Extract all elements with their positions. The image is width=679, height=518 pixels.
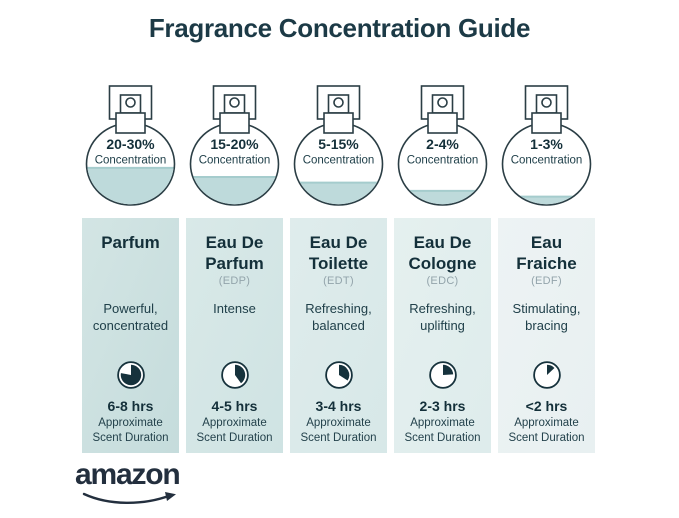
svg-text:2-4%: 2-4% xyxy=(426,136,459,152)
duration-clock-icon xyxy=(82,359,179,391)
duration-value: 3-4 hrs xyxy=(315,398,362,414)
duration-value: 4-5 hrs xyxy=(211,398,258,414)
fragrance-abbr: (EDC) xyxy=(426,275,459,287)
svg-text:Concentration: Concentration xyxy=(407,155,479,167)
column-eau-de-toilette: Eau De Toilette (EDT) Refreshing, balanc… xyxy=(290,218,387,453)
perfume-bottle-eau-fraiche: 1-3% Concentration xyxy=(498,85,595,207)
column-eau-fraiche: Eau Fraiche (EDF) Stimulating, bracing <… xyxy=(498,218,595,453)
svg-text:Concentration: Concentration xyxy=(95,155,167,167)
column-parfum: Parfum Powerful, concentrated 6-8 hrs Ap… xyxy=(82,218,179,453)
fragrance-description: Refreshing, balanced xyxy=(305,301,372,333)
columns-row: Parfum Powerful, concentrated 6-8 hrs Ap… xyxy=(82,218,595,453)
amazon-swoosh-icon xyxy=(82,492,176,505)
duration-value: <2 hrs xyxy=(525,398,568,414)
svg-text:Concentration: Concentration xyxy=(199,155,271,167)
column-eau-de-cologne: Eau De Cologne (EDC) Refreshing, uplifti… xyxy=(394,218,491,453)
svg-text:15-20%: 15-20% xyxy=(210,136,259,152)
fragrance-name: Eau De Cologne xyxy=(408,233,477,274)
perfume-bottle-eau-de-cologne: 2-4% Concentration xyxy=(394,85,491,207)
svg-text:5-15%: 5-15% xyxy=(318,136,359,152)
page-title: Fragrance Concentration Guide xyxy=(148,13,531,43)
fragrance-abbr: (EDP) xyxy=(218,275,251,287)
svg-text:Concentration: Concentration xyxy=(303,155,375,167)
perfume-bottle-parfum: 20-30% Concentration xyxy=(82,85,179,207)
svg-text:Concentration: Concentration xyxy=(511,155,583,167)
svg-text:20-30%: 20-30% xyxy=(106,136,155,152)
fragrance-name: Parfum xyxy=(101,233,160,252)
column-eau-de-parfum: Eau De Parfum (EDP) Intense 4-5 hrs Appr… xyxy=(186,218,283,453)
fragrance-description: Intense xyxy=(213,301,256,316)
perfume-bottle-eau-de-parfum: 15-20% Concentration xyxy=(186,85,283,207)
duration-caption: Approximate Scent Duration xyxy=(404,417,481,444)
amazon-logo-text: amazon xyxy=(75,458,181,491)
fragrance-abbr: (EDT) xyxy=(323,275,354,287)
duration-clock-icon xyxy=(498,359,595,391)
bottles-row: 20-30% Concentration 15-20% Concentration … xyxy=(82,85,595,207)
perfume-bottle-eau-de-toilette: 5-15% Concentration xyxy=(290,85,387,207)
fragrance-name: Eau Fraiche xyxy=(516,233,577,274)
fragrance-abbr: (EDF) xyxy=(531,275,562,287)
duration-caption: Approximate Scent Duration xyxy=(300,417,377,444)
fragrance-description: Stimulating, bracing xyxy=(512,301,581,333)
fragrance-abbr xyxy=(82,275,179,292)
duration-caption: Approximate Scent Duration xyxy=(508,417,585,444)
fragrance-name: Eau De Toilette xyxy=(308,233,369,274)
fragrance-name: Eau De Parfum xyxy=(205,233,264,274)
svg-text:1-3%: 1-3% xyxy=(530,136,563,152)
fragrance-description: Refreshing, uplifting xyxy=(409,301,476,333)
fragrance-description: Powerful, concentrated xyxy=(92,301,169,333)
duration-clock-icon xyxy=(186,359,283,391)
duration-caption: Approximate Scent Duration xyxy=(196,417,273,444)
amazon-logo: amazon xyxy=(75,460,195,512)
duration-clock-icon xyxy=(290,359,387,391)
duration-value: 2-3 hrs xyxy=(419,398,466,414)
duration-value: 6-8 hrs xyxy=(107,398,154,414)
duration-caption: Approximate Scent Duration xyxy=(92,417,169,444)
duration-clock-icon xyxy=(394,359,491,391)
